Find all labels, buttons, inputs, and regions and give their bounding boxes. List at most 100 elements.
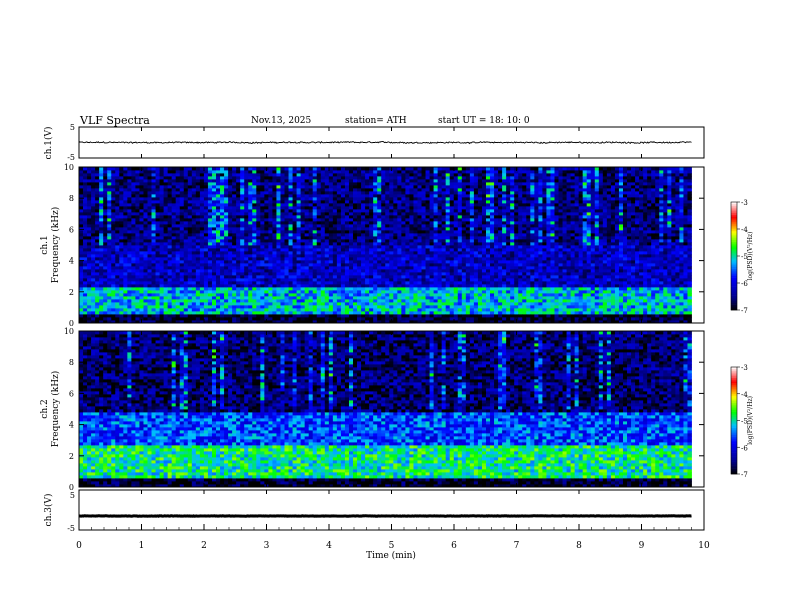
spectrogram-cell [336,284,342,288]
spectrogram-cell [461,299,467,303]
spectrogram-cell [199,248,205,252]
spectrogram-cell [191,212,197,216]
spectrogram-cell [457,308,463,312]
spectrogram-cell [348,215,354,219]
spectrogram-cell [324,188,330,192]
spectrogram-cell [405,209,410,213]
spectrogram-cell [264,308,269,312]
spectrogram-cell [179,236,185,240]
spectrogram-cell [103,167,108,171]
spectrogram-cell [369,197,374,201]
spectrogram-cell [228,176,233,180]
spectrogram-cell [385,167,390,171]
spectrogram-cell [155,209,160,213]
spectrogram-cell [123,206,128,210]
spectrogram-cell [256,233,261,237]
spectrogram-cell [163,194,169,198]
spectrogram-cell [421,182,426,186]
spectrogram-cell [224,257,229,261]
spectrogram-cell [429,176,435,180]
spectrogram-cell [135,167,140,171]
spectrogram-cell [111,212,116,216]
spectrogram-cell [421,239,426,243]
spectrogram-cell [203,254,209,258]
spectrogram-cell [433,239,439,243]
spectrogram-cell [236,281,241,285]
spectrogram-cell [433,206,439,210]
spectrogram-cell [115,266,120,270]
spectrogram-cell [240,245,245,249]
spectrogram-cell [381,272,386,276]
spectrogram-cell [361,281,366,285]
spectrogram-cell [357,245,362,249]
spectrogram-cell [264,293,269,297]
spectrogram-cell [232,233,237,237]
spectrogram-cell [240,314,245,318]
spectrogram-cell [304,176,310,180]
spectrogram-cell [292,170,297,174]
spectrogram-cell [409,203,414,207]
spectrogram-cell [328,221,334,225]
spectrogram-cell [167,218,173,222]
spectrogram-cell [131,314,136,318]
spectrogram-cell [445,197,451,201]
spectrogram-cell [296,194,302,198]
spectrogram-cell [457,314,463,318]
spectrogram-cell [163,314,169,318]
spectrogram-cell [199,290,205,294]
spectrogram-cell [353,209,358,213]
spectrogram-cell [421,287,426,291]
spectrogram-cell [312,212,318,216]
spectrogram-cell [304,278,310,282]
spectrogram-cell [449,278,455,282]
spectrogram-cell [328,269,334,273]
spectrogram-cell [288,305,293,309]
spectrogram-cell [155,200,160,204]
spectrogram-cell [332,293,338,297]
spectrogram-cell [284,245,289,249]
spectrogram-cell [236,305,241,309]
spectrogram-cell [171,224,177,228]
spectrogram-cell [344,308,350,312]
spectrogram-cell [199,275,205,279]
spectrogram-cell [203,173,209,177]
spectrogram-cell [151,206,156,210]
spectrogram-cell [365,254,370,258]
spectrogram-cell [131,308,136,312]
spectrogram-cell [203,218,209,222]
spectrogram-cell [369,245,374,249]
spectrogram-cell [79,233,84,237]
spectrogram-cell [312,194,318,198]
spectrogram-cell [445,227,451,231]
spectrogram-cell [324,179,330,183]
spectrogram-cell [409,236,414,240]
spectrogram-cell [393,296,398,300]
spectrogram-cell [292,167,297,171]
spectrogram-cell [292,251,297,255]
spectrogram-cell [405,170,410,174]
spectrogram-cell [207,242,213,246]
spectrogram-cell [175,209,181,213]
spectrogram-cell [83,308,88,312]
spectrogram-cell [236,173,241,177]
spectrogram-cell [119,290,124,294]
spectrogram-cell [143,284,148,288]
spectrogram-cell [292,311,297,315]
spectrogram-cell [220,248,225,252]
spectrogram-cell [292,248,297,252]
spectrogram-cell [445,206,451,210]
spectrogram-cell [264,185,269,189]
spectrogram-cell [421,242,426,246]
spectrogram-cell [344,218,350,222]
spectrogram-cell [365,308,370,312]
spectrogram-cell [425,245,430,249]
spectrogram-cell [195,194,201,198]
spectrogram-cell [179,203,185,207]
spectrogram-cell [244,209,249,213]
spectrogram-cell [171,296,177,300]
spectrogram-cell [135,197,140,201]
spectrogram-cell [284,299,289,303]
spectrogram-cell [79,191,84,195]
spectrogram-cell [433,188,439,192]
spectrogram-cell [421,302,426,306]
